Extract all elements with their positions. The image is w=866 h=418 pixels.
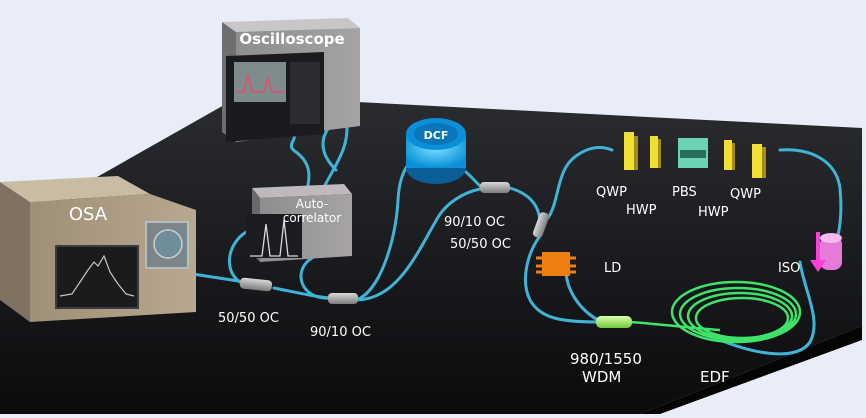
label-coupler-9010-bottom: 90/10 OC — [310, 325, 371, 340]
label-qwp-right: QWP — [730, 187, 761, 202]
oscilloscope-label: Oscilloscope — [239, 30, 344, 48]
wdm-coupler — [596, 316, 632, 328]
label-coupler-5050-right: 50/50 OC — [450, 237, 511, 252]
isolator — [810, 232, 842, 272]
osa-label: OSA — [69, 204, 108, 225]
label-wdm-line2: WDM — [582, 368, 621, 386]
label-hwp-right: HWP — [698, 205, 729, 220]
autocorrelator-label-line1: Auto- — [296, 197, 328, 211]
label-coupler-5050-left: 50/50 OC — [218, 311, 279, 326]
hwp-left-plate — [650, 136, 661, 168]
qwp-right-plate — [752, 144, 766, 178]
pbs-cube — [678, 138, 708, 168]
coupler-5050-right — [532, 212, 550, 238]
coupler-9010-right — [480, 182, 510, 193]
autocorrelator: Auto- correlator — [246, 184, 352, 262]
coupler-5050-left — [239, 277, 273, 292]
laser-diode — [536, 252, 576, 276]
label-ld: LD — [604, 261, 621, 276]
hwp-right-plate — [724, 140, 735, 170]
edf-coil — [629, 280, 802, 344]
label-hwp-left: HWP — [626, 203, 657, 218]
label-qwp-left: QWP — [596, 185, 627, 200]
label-iso: ISO — [778, 261, 800, 276]
dcf-label: DCF — [424, 129, 449, 142]
oscilloscope: Oscilloscope — [222, 18, 360, 142]
osa: OSA — [0, 176, 196, 322]
polarization-optics — [624, 132, 766, 178]
qwp-left-plate — [624, 132, 638, 170]
autocorrelator-label-line2: correlator — [283, 211, 341, 225]
label-coupler-9010-right: 90/10 OC — [444, 215, 505, 230]
dcf-spool: DCF — [406, 118, 466, 184]
label-wdm-line1: 980/1550 — [570, 350, 642, 368]
label-pbs: PBS — [672, 185, 697, 200]
label-edf: EDF — [700, 368, 730, 386]
coupler-9010-bottom — [328, 293, 358, 304]
